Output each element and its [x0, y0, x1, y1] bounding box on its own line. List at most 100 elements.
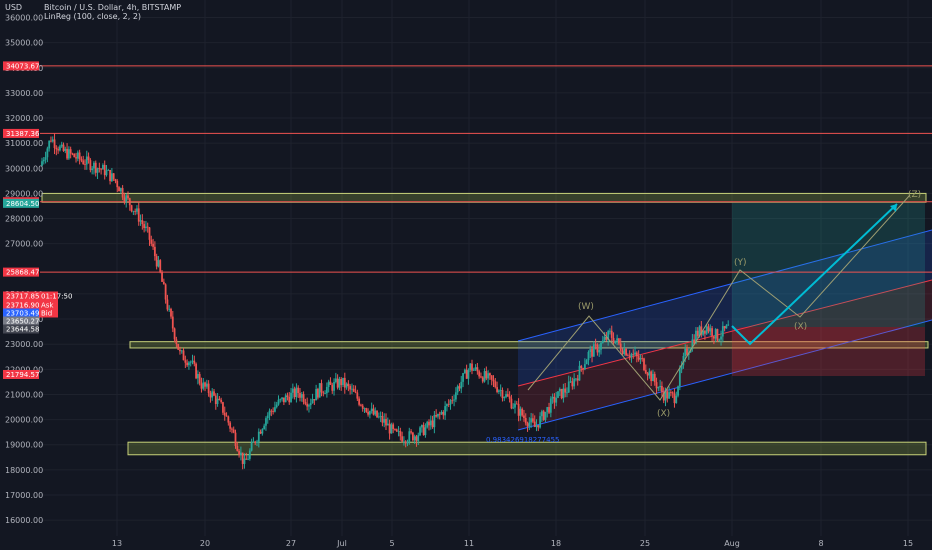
- x-tick-label: 18: [551, 539, 561, 548]
- candle-body: [557, 391, 559, 398]
- candle-body: [474, 367, 477, 370]
- candle-body: [132, 210, 135, 212]
- candle-body: [673, 393, 676, 404]
- candle-body: [598, 349, 601, 353]
- candle-body: [334, 378, 337, 382]
- candle-body: [705, 326, 708, 334]
- price-tag: [3, 369, 39, 379]
- y-tick-label: 33000.00: [5, 89, 43, 98]
- candle-body: [415, 436, 418, 441]
- candle-body: [426, 421, 429, 428]
- candle-body: [447, 404, 450, 405]
- candle-body: [585, 360, 588, 365]
- candle-body: [336, 378, 339, 388]
- candle-body: [637, 356, 640, 360]
- candle-body: [198, 374, 201, 384]
- candle-body: [657, 387, 660, 389]
- candle-body: [315, 388, 318, 401]
- candle-body: [483, 371, 486, 382]
- price-tag: [3, 300, 39, 310]
- candle-body: [372, 408, 375, 415]
- candle-body: [175, 339, 178, 344]
- candle-body: [691, 339, 694, 350]
- candle-body: [503, 397, 506, 399]
- y-tick-label: 23000.00: [5, 340, 43, 349]
- candle-body: [148, 227, 151, 240]
- candle-body: [311, 399, 314, 404]
- candle-body: [216, 398, 219, 404]
- candle-body: [480, 376, 482, 378]
- candle-body: [134, 210, 137, 212]
- candle-body: [621, 350, 624, 354]
- candle-body: [50, 140, 52, 142]
- candle-body: [85, 156, 88, 165]
- candle-body: [634, 352, 636, 355]
- wave-label-x2: (X): [794, 322, 807, 332]
- candle-body: [352, 388, 355, 392]
- candle-body: [517, 403, 520, 416]
- candle-body: [569, 381, 572, 383]
- candle-body: [87, 156, 90, 161]
- candle-body: [592, 344, 595, 357]
- price-labels: 34073.6731387.3628668.9828604.5025868.47…: [3, 61, 72, 379]
- candle-body: [453, 399, 455, 401]
- candle-body: [313, 399, 316, 401]
- candle-body: [155, 256, 158, 267]
- candle-body: [392, 424, 395, 429]
- x-tick-label: Jul: [336, 539, 347, 548]
- price-tag-label: 25868.47: [6, 269, 39, 277]
- candle-body: [213, 391, 215, 396]
- channel-upper-line: [517, 229, 932, 342]
- candle-body: [716, 329, 719, 341]
- candle-body: [684, 348, 687, 357]
- candle-body: [302, 394, 305, 403]
- candle-body: [222, 402, 224, 413]
- candle-body: [146, 226, 149, 228]
- candle-body: [444, 406, 447, 416]
- candle-body: [376, 410, 378, 418]
- candle-body: [600, 342, 602, 350]
- candle-body: [542, 411, 545, 420]
- price-tag-extra: [39, 300, 58, 310]
- candle-body: [295, 387, 298, 398]
- candle-body: [693, 339, 696, 344]
- channel-mid-line: [517, 279, 932, 387]
- candle-body: [186, 362, 189, 366]
- price-tag-label: 31387.36: [6, 130, 40, 138]
- candle-body: [153, 246, 156, 257]
- candle-body: [98, 168, 101, 169]
- candle-body: [512, 407, 515, 409]
- candle-body: [666, 391, 669, 399]
- candle-body: [114, 179, 117, 181]
- candle-body: [476, 367, 479, 372]
- candle-body: [587, 351, 590, 361]
- candle-body: [44, 157, 47, 160]
- candle-body: [195, 363, 197, 379]
- candle-body: [478, 371, 481, 377]
- candle-body: [607, 331, 610, 340]
- x-tick-label: 15: [903, 539, 913, 548]
- candle-body: [582, 368, 584, 370]
- candle-body: [575, 378, 577, 380]
- candle-body: [76, 152, 79, 159]
- candle-body: [225, 415, 228, 417]
- x-tick-label: 5: [389, 539, 394, 548]
- candle-body: [560, 388, 563, 399]
- price-tag-label: 28604.50: [6, 200, 39, 208]
- price-tag-extra: [39, 308, 58, 318]
- candle-body: [91, 168, 94, 171]
- candle-body: [119, 188, 122, 192]
- candle-body: [100, 168, 103, 170]
- candle-body: [630, 354, 633, 357]
- candle-body: [300, 394, 303, 398]
- long-position-box[interactable]: [732, 203, 925, 376]
- y-tick-label: 22000.00: [5, 365, 43, 374]
- y-tick-label: 32000.00: [5, 114, 43, 123]
- candle-body: [471, 363, 473, 371]
- candle-body: [189, 361, 192, 363]
- candle-body: [286, 395, 289, 398]
- candle-body: [379, 415, 382, 417]
- zone-rect: [41, 192, 927, 203]
- candle-body: [435, 415, 438, 417]
